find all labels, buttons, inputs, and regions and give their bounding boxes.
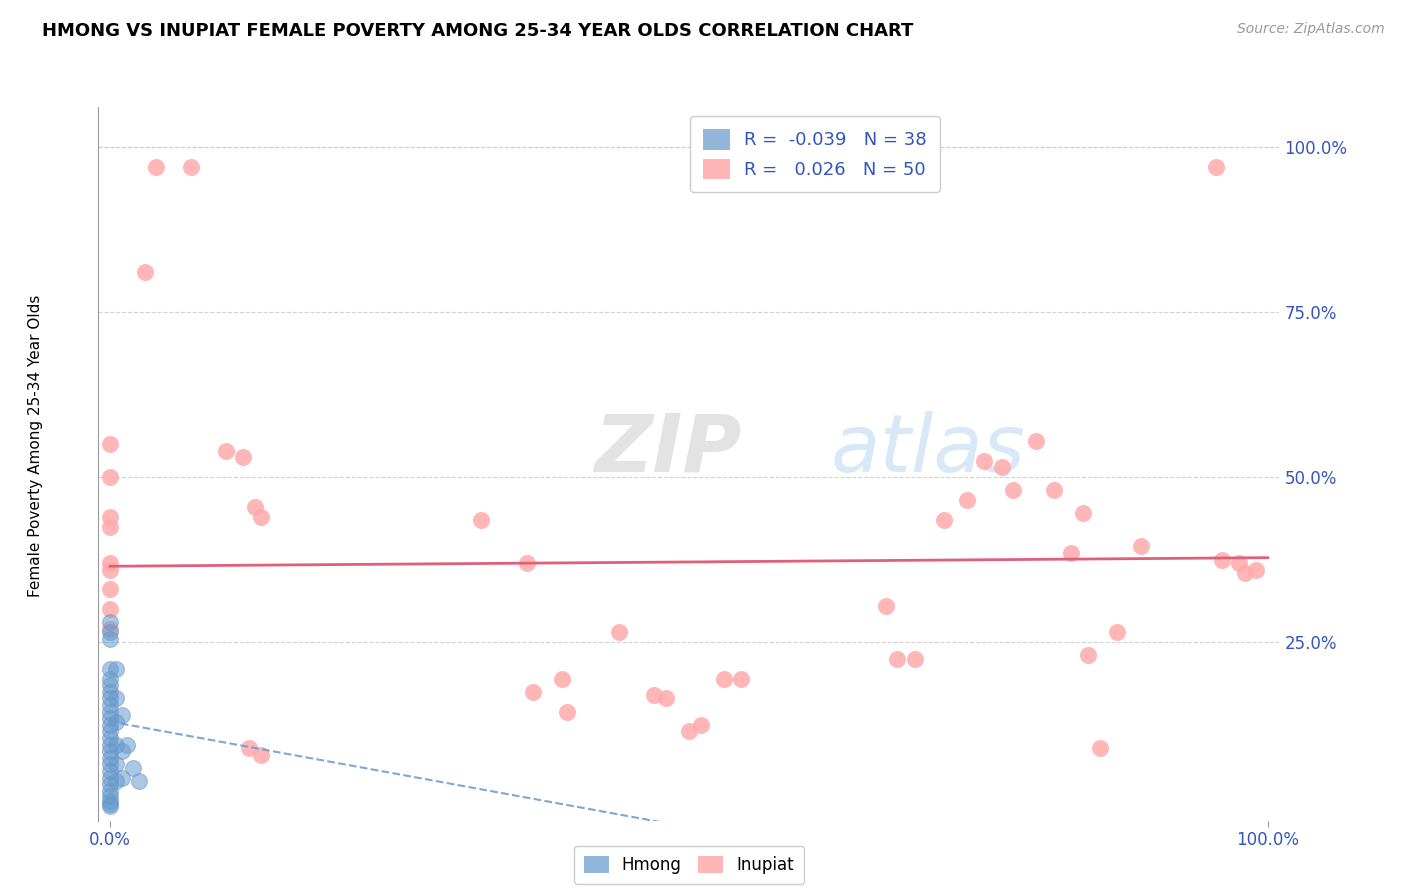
- Text: Female Poverty Among 25-34 Year Olds: Female Poverty Among 25-34 Year Olds: [28, 295, 42, 597]
- Point: [98, 724, 121, 739]
- Point: [1025, 434, 1047, 448]
- Point: [956, 493, 979, 508]
- Point: [1211, 552, 1233, 566]
- Point: [1107, 625, 1129, 640]
- Point: [98, 771, 121, 785]
- Point: [1246, 563, 1268, 577]
- Point: [98, 698, 121, 712]
- Point: [98, 556, 121, 570]
- Point: [904, 652, 927, 666]
- Point: [117, 738, 139, 752]
- Point: [655, 691, 678, 706]
- Point: [98, 751, 121, 765]
- Point: [110, 771, 132, 785]
- Point: [932, 513, 955, 527]
- Point: [550, 672, 572, 686]
- Point: [689, 718, 711, 732]
- Point: [516, 556, 538, 570]
- Point: [110, 744, 132, 758]
- Point: [104, 774, 127, 789]
- Point: [886, 652, 908, 666]
- Point: [1205, 160, 1227, 174]
- Point: [249, 747, 271, 762]
- Legend: Hmong, Inupiat: Hmong, Inupiat: [574, 846, 804, 884]
- Point: [730, 672, 752, 686]
- Point: [1227, 556, 1250, 570]
- Point: [128, 774, 150, 789]
- Point: [98, 744, 121, 758]
- Point: [98, 685, 121, 699]
- Point: [522, 685, 544, 699]
- Point: [98, 622, 121, 636]
- Point: [98, 784, 121, 798]
- Point: [557, 705, 579, 719]
- Point: [643, 688, 665, 702]
- Point: [1042, 483, 1064, 498]
- Point: [98, 509, 121, 524]
- Point: [98, 582, 121, 597]
- Point: [98, 625, 121, 640]
- Point: [98, 519, 121, 533]
- Point: [98, 738, 121, 752]
- Point: [973, 453, 995, 467]
- Point: [98, 672, 121, 686]
- Point: [243, 500, 266, 514]
- Point: [1233, 566, 1256, 580]
- Point: [104, 691, 127, 706]
- Point: [134, 265, 156, 279]
- Point: [98, 711, 121, 725]
- Point: [215, 443, 238, 458]
- Text: HMONG VS INUPIAT FEMALE POVERTY AMONG 25-34 YEAR OLDS CORRELATION CHART: HMONG VS INUPIAT FEMALE POVERTY AMONG 25…: [42, 22, 914, 40]
- Point: [98, 764, 121, 778]
- Point: [678, 724, 700, 739]
- Point: [122, 761, 145, 775]
- Text: atlas: atlas: [831, 410, 1025, 489]
- Point: [180, 160, 202, 174]
- Point: [990, 460, 1012, 475]
- Point: [98, 470, 121, 484]
- Point: [1002, 483, 1025, 498]
- Point: [238, 741, 260, 756]
- Point: [98, 789, 121, 803]
- Point: [145, 160, 167, 174]
- Point: [98, 797, 121, 811]
- Point: [1060, 546, 1083, 560]
- Point: [1077, 648, 1099, 663]
- Point: [98, 437, 121, 451]
- Point: [98, 757, 121, 772]
- Point: [104, 738, 127, 752]
- Point: [98, 777, 121, 791]
- Point: [98, 794, 121, 808]
- Point: [98, 615, 121, 630]
- Point: [98, 731, 121, 745]
- Point: [98, 705, 121, 719]
- Point: [104, 714, 127, 729]
- Point: [98, 799, 121, 814]
- Point: [1129, 540, 1152, 554]
- Point: [98, 632, 121, 646]
- Point: [98, 691, 121, 706]
- Text: ZIP: ZIP: [595, 410, 742, 489]
- Point: [249, 509, 271, 524]
- Point: [609, 625, 631, 640]
- Point: [875, 599, 897, 613]
- Point: [1088, 741, 1111, 756]
- Point: [98, 602, 121, 616]
- Point: [110, 707, 132, 722]
- Text: Source: ZipAtlas.com: Source: ZipAtlas.com: [1237, 22, 1385, 37]
- Point: [98, 718, 121, 732]
- Point: [98, 662, 121, 676]
- Point: [104, 757, 127, 772]
- Point: [1071, 507, 1094, 521]
- Point: [232, 450, 254, 465]
- Point: [98, 563, 121, 577]
- Point: [98, 678, 121, 692]
- Point: [713, 672, 735, 686]
- Point: [470, 513, 492, 527]
- Point: [104, 662, 127, 676]
